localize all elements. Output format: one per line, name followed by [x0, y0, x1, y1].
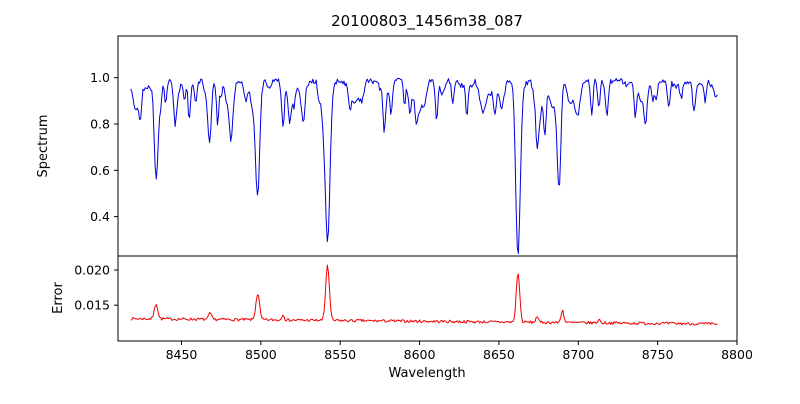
spectrum-line [130, 78, 718, 255]
x-tick-label: 8750 [642, 347, 674, 362]
error-y-tick-label: 0.020 [74, 263, 110, 278]
error-y-tick-label: 0.015 [74, 298, 110, 313]
x-axis-label: Wavelength [388, 366, 465, 381]
spectrum-axes-box [117, 35, 738, 257]
x-tick-label: 8550 [324, 347, 356, 362]
spectrum-y-tick-label: 1.0 [90, 70, 110, 85]
spectrum-y-tick-label: 0.6 [90, 163, 110, 178]
y-axis-label-error: Error [51, 282, 66, 314]
x-tick-label: 8800 [721, 347, 753, 362]
x-tick-label: 8700 [562, 347, 594, 362]
x-tick-label: 8500 [245, 347, 277, 362]
error-axes-box [117, 255, 738, 342]
y-axis-label-spectrum: Spectrum [36, 115, 51, 178]
x-tick-label: 8650 [483, 347, 515, 362]
chart-title: 20100803_1456m38_087 [331, 12, 523, 31]
x-tick-label: 8450 [166, 347, 198, 362]
spectrum-y-tick-label: 0.4 [90, 209, 110, 224]
x-tick-label: 8600 [404, 347, 436, 362]
error-line [130, 264, 718, 326]
spectrum-y-tick-label: 0.8 [90, 117, 110, 132]
